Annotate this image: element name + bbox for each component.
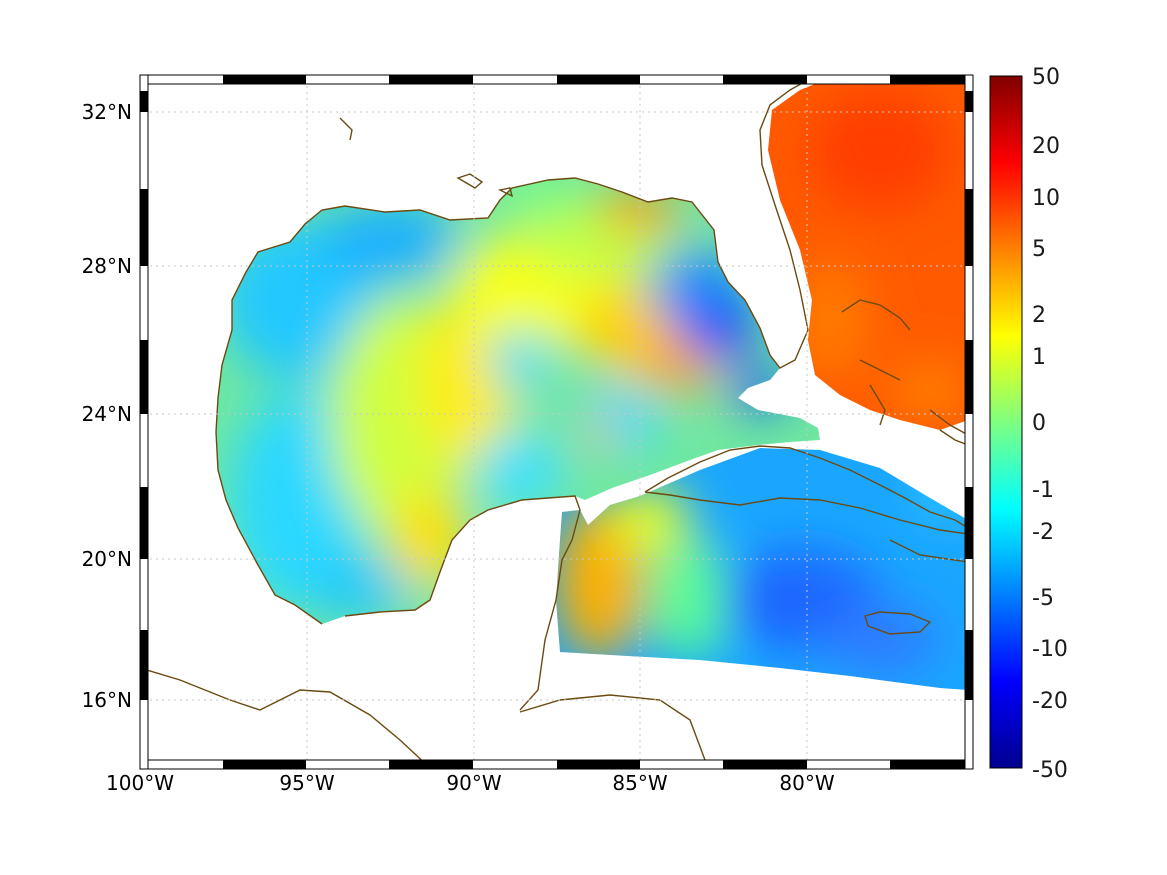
coastline-cuba: [644, 445, 965, 535]
lat-tick-label: 32°N: [82, 100, 132, 124]
lat-tick-label: 20°N: [82, 547, 132, 571]
colorbar-gradient: [989, 75, 1023, 769]
ssh-anomaly-field: [216, 84, 965, 690]
lon-tick-label: 90°W: [446, 771, 501, 795]
colorbar-tick-label: 5: [1032, 237, 1046, 262]
lon-tick-label: 80°W: [779, 771, 834, 795]
coastlines: [148, 84, 965, 760]
colorbar-tick-label: 0: [1032, 411, 1046, 436]
colorbar-tick-label: -10: [1032, 637, 1068, 662]
coastline-louisiana-islands: [339, 117, 514, 198]
colorbar-tick-label: 1: [1032, 345, 1046, 370]
coastline-bahamas: [841, 299, 965, 435]
colorbar: 50 20 10 5 2 1 0 -1 -2 -5 -10 -20 -50: [989, 65, 1068, 783]
coastline-yucatan: [344, 495, 581, 711]
lon-tick-label: 95°W: [279, 771, 334, 795]
frame-right: [964, 74, 974, 770]
map-frame: [139, 74, 974, 770]
colorbar-tick-label: -20: [1032, 689, 1068, 714]
lon-tick-labels: 100°W 95°W 90°W 85°W 80°W: [106, 771, 835, 795]
frame-left: [139, 74, 149, 770]
colorbar-tick-label: 10: [1032, 186, 1060, 211]
coastline-hispaniola: [889, 429, 965, 563]
coastline-honduras: [519, 694, 706, 760]
colorbar-tick-label: 50: [1032, 65, 1060, 90]
lat-tick-label: 16°N: [82, 688, 132, 712]
lat-tick-label: 28°N: [82, 254, 132, 278]
coastline-central-america: [148, 669, 423, 760]
frame-bottom: [139, 759, 974, 770]
coastline-jamaica: [864, 611, 932, 635]
frame-top: [139, 74, 974, 85]
colorbar-tick-labels: 50 20 10 5 2 1 0 -1 -2 -5 -10 -20 -50: [1032, 65, 1068, 783]
colorbar-tick-label: 20: [1032, 134, 1060, 159]
lat-tick-labels: 32°N 28°N 24°N 20°N 16°N: [82, 100, 132, 712]
colorbar-tick-label: -2: [1032, 520, 1054, 545]
colorbar-tick-label: -5: [1032, 586, 1054, 611]
graticule: [144, 80, 969, 764]
colorbar-tick-label: -1: [1032, 478, 1054, 503]
frame-inner-border: [147, 83, 966, 761]
coastline-mexico-us: [215, 84, 809, 625]
lon-tick-label: 100°W: [106, 771, 174, 795]
colorbar-tick-label: 2: [1032, 303, 1046, 328]
lat-tick-label: 24°N: [82, 402, 132, 426]
atlantic-field: [768, 84, 965, 430]
lon-tick-label: 85°W: [612, 771, 667, 795]
colorbar-tick-label: -50: [1032, 758, 1068, 783]
